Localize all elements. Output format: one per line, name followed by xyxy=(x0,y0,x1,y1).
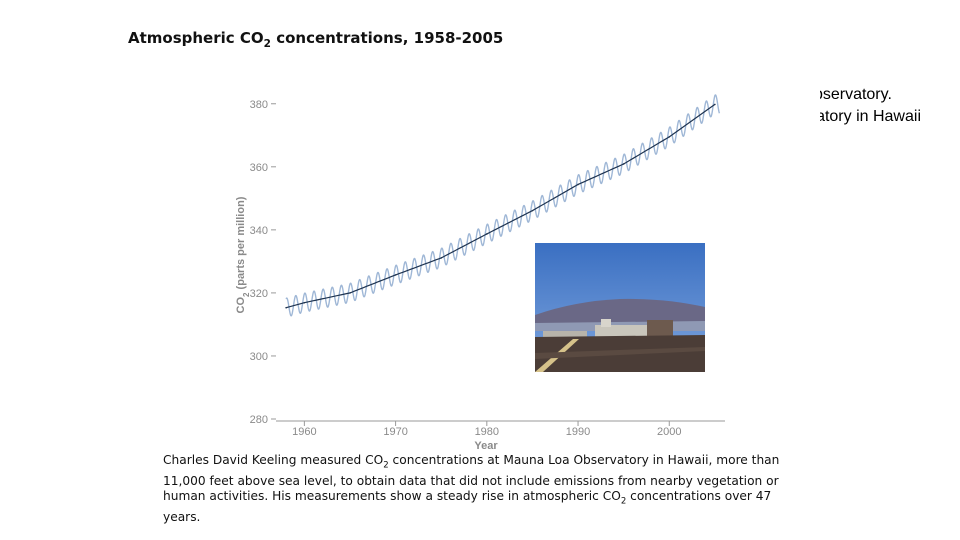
y-tick-label: 280 xyxy=(250,414,268,426)
annual-mean-point xyxy=(394,274,397,276)
series-annual-mean-line xyxy=(285,103,716,309)
chart-series xyxy=(285,94,721,317)
annual-mean-point xyxy=(668,136,671,138)
title-text-rest: concentrations, 1958-2005 xyxy=(270,29,504,47)
overflow-text-box: Charles David Keeling measured CO2 conce… xyxy=(820,86,960,132)
annual-mean-point xyxy=(349,292,351,294)
y-tick-label: 340 xyxy=(250,225,268,237)
figure-caption: Charles David Keeling measured CO2 conce… xyxy=(163,453,780,525)
y-tick-label: 380 xyxy=(250,99,268,111)
annual-mean-point xyxy=(622,163,625,165)
observatory-photo-illustration xyxy=(535,243,705,372)
annual-mean-point xyxy=(714,103,716,106)
slide-title: Atmospheric CO2 concentrations, 1958-200… xyxy=(128,29,503,50)
y-axis-label: CO2 (parts per million) xyxy=(235,196,251,313)
x-tick-label: 1960 xyxy=(292,426,316,438)
annual-mean-point xyxy=(577,183,579,186)
series-monthly-line xyxy=(285,94,721,317)
annual-mean-point xyxy=(440,257,443,259)
overflow-text-line-2: Charles David Keeling measured CO2 conce… xyxy=(820,108,921,125)
title-text: Atmospheric CO xyxy=(128,29,264,47)
x-tick-label: 1990 xyxy=(566,426,590,438)
y-tick-label: 300 xyxy=(250,351,268,363)
title-subscript: 2 xyxy=(263,38,271,50)
y-tick-label: 360 xyxy=(250,162,268,174)
x-tick-label: 2000 xyxy=(657,426,681,438)
chart-axes: 280 300 320 340 360 380 1960 1970 1980 1990 2000 xyxy=(250,99,725,438)
x-tick-label: 1980 xyxy=(475,426,499,438)
x-tick-label: 1970 xyxy=(383,426,407,438)
annual-mean-point xyxy=(285,306,287,309)
annual-mean-point xyxy=(303,301,306,304)
mauna-loa-observatory-photo xyxy=(535,243,705,372)
annual-mean-point xyxy=(486,233,488,235)
x-axis-label: Year xyxy=(474,440,498,452)
annual-mean-point xyxy=(531,209,534,212)
overflow-text-line-1: Charles David Keeling measured CO2 conce… xyxy=(820,86,892,103)
y-tick-label: 320 xyxy=(250,288,268,300)
